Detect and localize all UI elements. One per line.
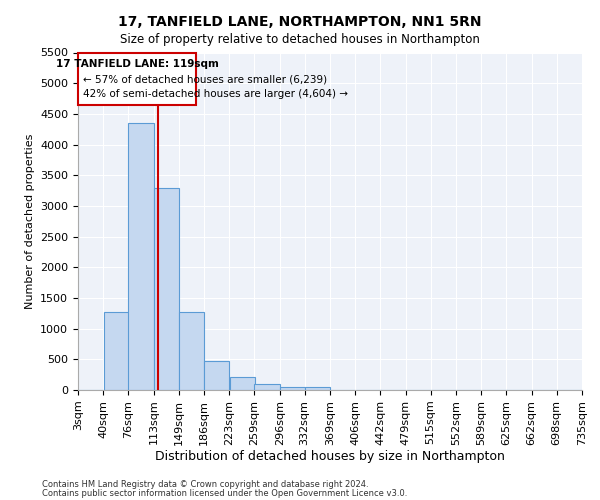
Bar <box>128 123 154 390</box>
Bar <box>305 387 330 390</box>
Text: Contains HM Land Registry data © Crown copyright and database right 2024.: Contains HM Land Registry data © Crown c… <box>42 480 368 489</box>
Bar <box>179 312 204 390</box>
FancyBboxPatch shape <box>78 52 196 104</box>
Text: ← 57% of detached houses are smaller (6,239): ← 57% of detached houses are smaller (6,… <box>83 74 327 85</box>
Text: Contains public sector information licensed under the Open Government Licence v3: Contains public sector information licen… <box>42 490 407 498</box>
Bar <box>230 377 255 390</box>
Text: Size of property relative to detached houses in Northampton: Size of property relative to detached ho… <box>120 32 480 46</box>
Bar <box>254 384 280 390</box>
Text: 42% of semi-detached houses are larger (4,604) →: 42% of semi-detached houses are larger (… <box>83 89 348 99</box>
Y-axis label: Number of detached properties: Number of detached properties <box>25 134 35 309</box>
Text: 17 TANFIELD LANE: 119sqm: 17 TANFIELD LANE: 119sqm <box>56 59 218 69</box>
Text: 17, TANFIELD LANE, NORTHAMPTON, NN1 5RN: 17, TANFIELD LANE, NORTHAMPTON, NN1 5RN <box>118 15 482 29</box>
Bar <box>280 386 305 390</box>
Bar <box>154 188 179 390</box>
Bar <box>104 312 129 390</box>
Bar <box>204 360 229 390</box>
X-axis label: Distribution of detached houses by size in Northampton: Distribution of detached houses by size … <box>155 450 505 464</box>
